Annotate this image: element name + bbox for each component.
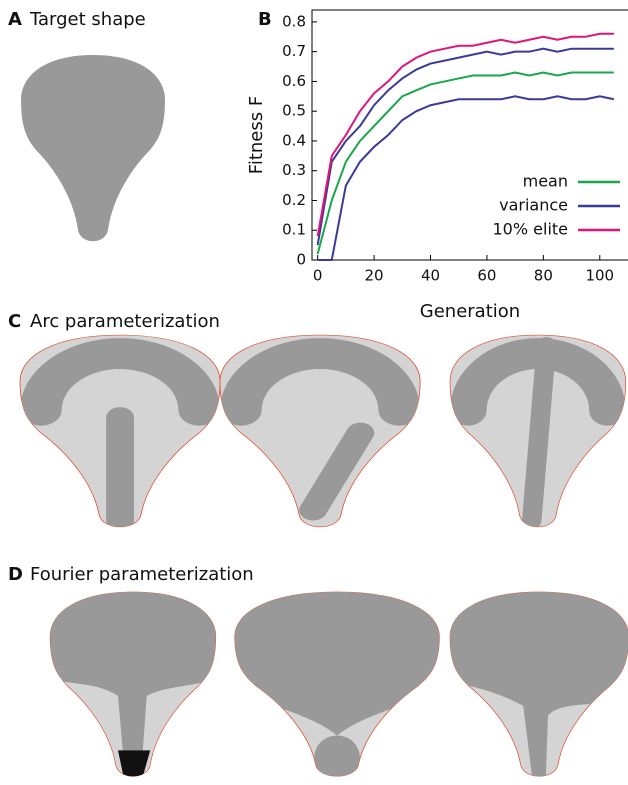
legend-label: mean — [523, 172, 568, 191]
legend-label: variance — [499, 196, 568, 215]
chart: B Generation Fitness F 0 0.1 0.2 0.3 0.4 0.5 0… — [246, 9, 628, 322]
target-shape — [21, 55, 165, 242]
series-line — [317, 95, 615, 261]
y-tick-label: 0.4 — [282, 131, 306, 149]
y-axis-label: Fitness F — [246, 96, 267, 174]
legend-label: 10% elite — [493, 220, 569, 239]
series-line — [316, 47, 614, 246]
panel-title: Fourier parameterization — [30, 564, 254, 585]
panel-label: A — [8, 9, 22, 30]
y-tick-label: 0.5 — [282, 102, 306, 120]
x-axis-label: Generation — [420, 301, 520, 322]
x-tick-label: 40 — [421, 267, 440, 285]
panel-title: Arc parameterization — [30, 311, 220, 332]
x-tick-label: 0 — [313, 267, 323, 285]
panel-label: D — [8, 564, 23, 585]
y-tick-label: 0.8 — [282, 12, 306, 30]
panel-label: B — [258, 9, 272, 30]
arc-shape — [19, 334, 221, 528]
fourier-shape — [234, 591, 441, 778]
series-line — [316, 32, 614, 237]
plot-frame — [311, 9, 628, 261]
y-tick-label: 0.3 — [282, 161, 306, 179]
x-tick-label: 80 — [534, 267, 553, 285]
panel-label: C — [8, 311, 21, 332]
y-tick-label: 0.6 — [282, 72, 306, 90]
x-tick-label: 100 — [585, 267, 614, 285]
plot-area — [316, 32, 615, 261]
arc-shape — [219, 334, 421, 528]
y-tick-label: 0.2 — [282, 191, 306, 209]
fourier-shape — [49, 591, 217, 777]
x-tick-label: 60 — [477, 267, 496, 285]
y-tick-label: 0.1 — [282, 221, 306, 239]
x-tick-label: 20 — [365, 267, 384, 285]
y-tick-label: 0.7 — [282, 42, 306, 60]
fourier-shape — [449, 591, 628, 777]
series-line — [316, 71, 614, 255]
arc-shape — [449, 334, 627, 528]
panel-title: Target shape — [29, 9, 146, 30]
y-tick-label: 0 — [296, 251, 306, 269]
